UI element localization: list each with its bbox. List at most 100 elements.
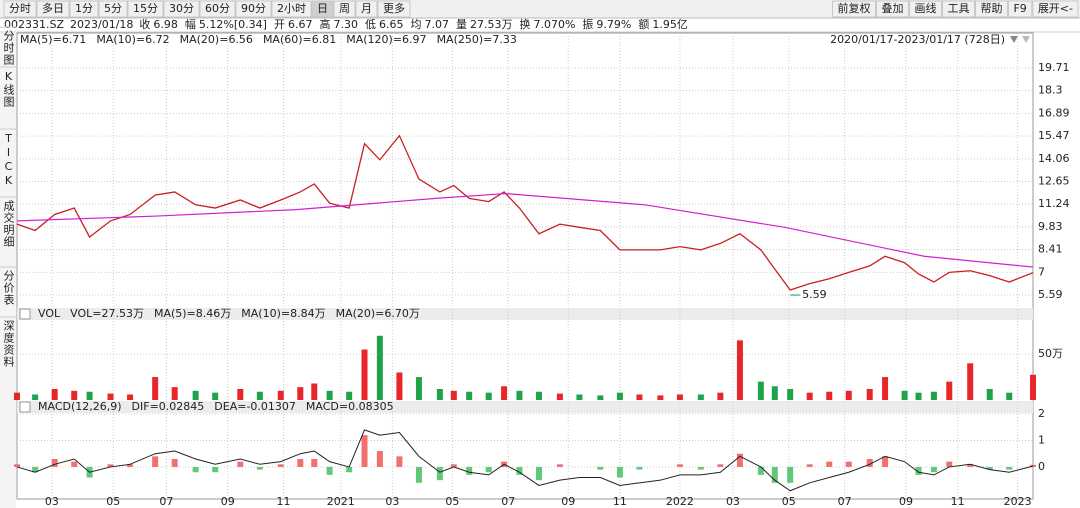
volume-bar bbox=[14, 392, 20, 400]
volume-bar bbox=[415, 377, 422, 400]
info-label: 换 bbox=[519, 17, 530, 31]
period-button-label[interactable]: 30分 bbox=[169, 2, 194, 15]
tool-button-label[interactable]: 展开<- bbox=[1038, 2, 1073, 15]
tool-button-label[interactable]: 帮助 bbox=[980, 1, 1002, 15]
x-tick-label: 2023 bbox=[1004, 495, 1032, 508]
tool-button[interactable] bbox=[1007, 0, 1033, 18]
macd-bar bbox=[697, 466, 704, 470]
volume-bar bbox=[736, 340, 743, 400]
period-button[interactable] bbox=[271, 0, 312, 18]
tool-button-label[interactable]: 画线 bbox=[914, 1, 936, 15]
tool-button-label[interactable]: 前复权 bbox=[837, 1, 870, 15]
x-tick-label: 09 bbox=[899, 495, 913, 508]
info-value: 5.12%[0.34] bbox=[199, 18, 267, 31]
macd-bar bbox=[466, 466, 473, 475]
macd-bar bbox=[676, 464, 683, 467]
x-tick-label: 05 bbox=[445, 495, 459, 508]
y-tick-label: 0 bbox=[1038, 460, 1045, 473]
period-button[interactable] bbox=[3, 0, 37, 18]
volume-bar bbox=[516, 390, 523, 400]
macd-bar bbox=[277, 464, 284, 467]
side-tab[interactable]: 分时图 bbox=[2, 30, 15, 66]
period-button[interactable] bbox=[377, 0, 411, 18]
period-button[interactable] bbox=[333, 0, 356, 18]
dropdown-icon[interactable] bbox=[1010, 36, 1018, 43]
x-tick-label: 09 bbox=[561, 495, 575, 508]
period-button[interactable] bbox=[127, 0, 164, 18]
low-label: 5.59 bbox=[802, 288, 827, 301]
y-tick-label: 5.59 bbox=[1038, 288, 1063, 301]
macd-bar bbox=[436, 466, 443, 481]
period-button[interactable] bbox=[36, 0, 70, 18]
period-button-label[interactable]: 分时 bbox=[9, 2, 31, 15]
volume-bar bbox=[771, 386, 778, 400]
help-box[interactable] bbox=[19, 401, 31, 413]
period-button-label[interactable]: 更多 bbox=[383, 1, 405, 15]
tool-button-label[interactable]: F9 bbox=[1013, 2, 1026, 15]
legend-entry: MA(60)=6.81 bbox=[263, 33, 336, 46]
help-box[interactable] bbox=[19, 308, 31, 320]
period-button-label[interactable]: 5分 bbox=[104, 2, 122, 15]
volume-bar bbox=[826, 391, 833, 400]
y-tick-label: 8.41 bbox=[1038, 243, 1063, 256]
period-button-label[interactable]: 15分 bbox=[133, 2, 158, 15]
period-button-label[interactable]: 多日 bbox=[42, 1, 64, 15]
side-tab[interactable]: K线图 bbox=[2, 70, 15, 108]
volume-bar bbox=[946, 381, 953, 400]
side-tab[interactable]: 成交明细 bbox=[2, 200, 15, 248]
period-button-label[interactable]: 月 bbox=[361, 2, 372, 15]
volume-bar bbox=[806, 392, 813, 400]
tool-button[interactable] bbox=[875, 0, 909, 18]
period-button[interactable] bbox=[355, 0, 378, 18]
macd-bar bbox=[297, 459, 304, 467]
volume-bar bbox=[127, 394, 134, 400]
info-label: 额 bbox=[638, 18, 649, 31]
tool-button-label[interactable]: 叠加 bbox=[881, 2, 903, 15]
x-tick-label: 11 bbox=[277, 495, 291, 508]
macd-bar bbox=[212, 466, 219, 473]
legend-entry: MA(5)=6.71 bbox=[20, 33, 86, 46]
info-label: 均 bbox=[410, 18, 421, 31]
macd-bar bbox=[396, 456, 403, 467]
legend-entry: VOL bbox=[38, 307, 61, 320]
plot-frame bbox=[16, 32, 1034, 500]
tool-button[interactable] bbox=[1032, 0, 1079, 18]
period-button-label[interactable]: 周 bbox=[339, 2, 350, 15]
volume-bar bbox=[986, 388, 993, 400]
period-button-label[interactable]: 1分 bbox=[75, 2, 93, 15]
side-tab[interactable]: 分价表 bbox=[2, 270, 15, 306]
period-button[interactable] bbox=[98, 0, 128, 18]
info-label: 量 bbox=[456, 18, 467, 31]
period-button[interactable] bbox=[311, 0, 334, 18]
tool-button[interactable] bbox=[908, 0, 942, 18]
period-button[interactable] bbox=[163, 0, 200, 18]
dropdown-icon[interactable] bbox=[1022, 36, 1030, 43]
macd-bar bbox=[107, 464, 114, 467]
tool-button[interactable] bbox=[831, 0, 876, 18]
volume-bar bbox=[376, 335, 383, 400]
y-tick-label: 1 bbox=[1038, 433, 1045, 446]
period-button-label[interactable]: 日 bbox=[317, 2, 328, 15]
volume-bar bbox=[576, 394, 583, 400]
info-value: 1.95亿 bbox=[652, 18, 688, 31]
tool-button[interactable] bbox=[941, 0, 975, 18]
side-tab[interactable]: TICK bbox=[2, 132, 15, 188]
period-button[interactable] bbox=[235, 0, 272, 18]
side-tab[interactable]: 深度资料 bbox=[2, 320, 15, 368]
tool-button[interactable] bbox=[974, 0, 1008, 18]
volume-bar bbox=[86, 391, 93, 400]
tool-button-label[interactable]: 工具 bbox=[947, 2, 969, 15]
volume-bar bbox=[51, 388, 58, 400]
period-button[interactable] bbox=[69, 0, 99, 18]
period-button-label[interactable]: 60分 bbox=[205, 2, 230, 15]
macd-bar bbox=[127, 464, 134, 467]
legend-entry: DEA=-0.01307 bbox=[214, 400, 296, 413]
period-button-label[interactable]: 2小时 bbox=[277, 2, 306, 15]
range-label: 2020/01/17-2023/01/17 (728日) bbox=[830, 33, 1005, 46]
side-bar bbox=[0, 33, 16, 508]
period-button-label[interactable]: 90分 bbox=[241, 2, 266, 15]
macd-bar bbox=[346, 466, 353, 473]
macd-bar bbox=[516, 466, 523, 475]
period-button[interactable] bbox=[199, 0, 236, 18]
